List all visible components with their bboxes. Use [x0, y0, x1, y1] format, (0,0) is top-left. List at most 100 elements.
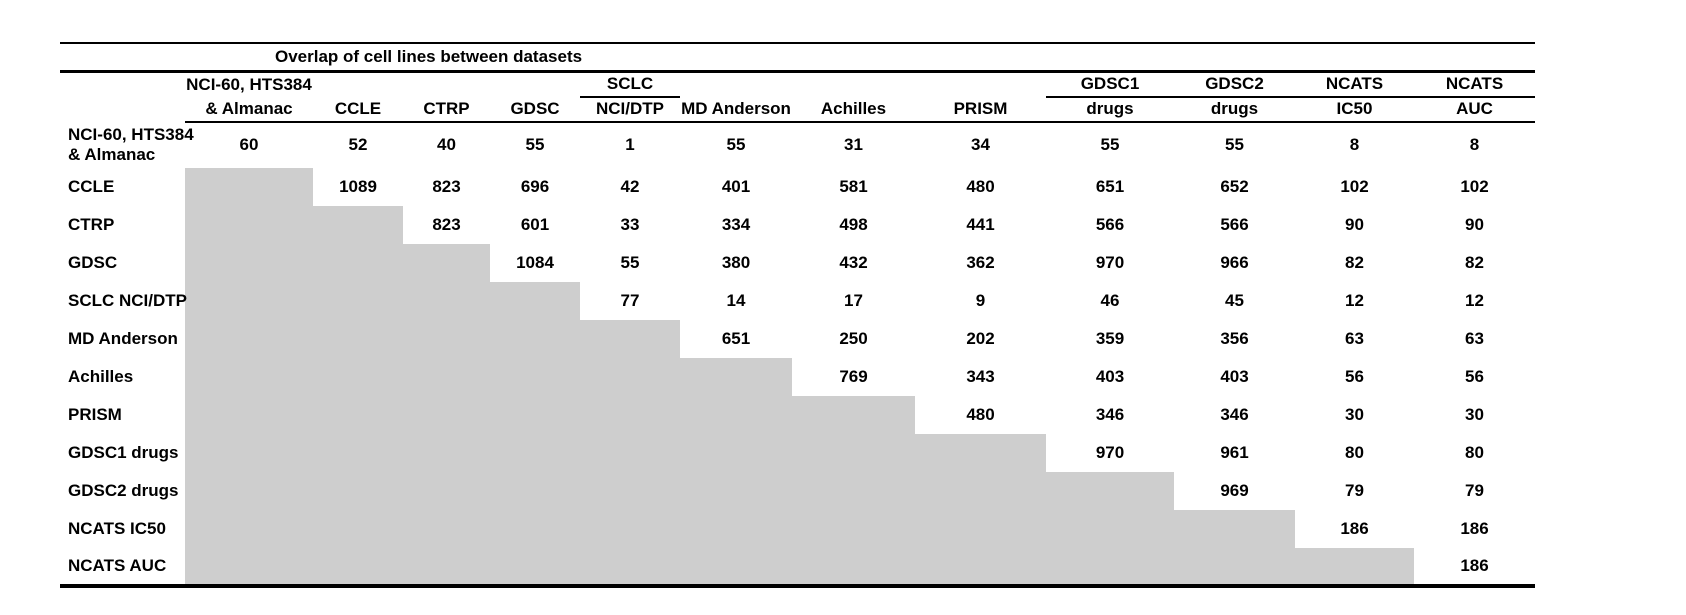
column-header-md-anderson-6: MD Anderson: [680, 96, 792, 123]
value-cell: 823: [432, 176, 461, 196]
value-cell: 769: [839, 366, 868, 386]
column-header-ccle-2: CCLE: [313, 96, 403, 123]
value-cell: 441: [966, 214, 995, 234]
value-cell: 970: [1095, 442, 1125, 462]
row-header-ncats-auc: NCATS AUC: [60, 547, 185, 588]
row-header-gdsc: GDSC: [68, 252, 118, 272]
shaded-cell: [313, 205, 403, 244]
shaded-cell: [403, 547, 490, 588]
value-cell: 186: [1414, 547, 1536, 588]
group-header-ncats: NCATS: [1414, 71, 1536, 98]
shaded-cell: [313, 547, 403, 588]
value-cell: 186: [1460, 518, 1489, 538]
shaded-cell: [1174, 547, 1295, 588]
shaded-cell: [185, 167, 313, 206]
table-title: Overlap of cell lines between datasets: [60, 42, 1536, 73]
shaded-cell: [680, 433, 792, 472]
value-cell: 79: [1465, 480, 1484, 500]
value-cell: 52: [348, 135, 368, 155]
row-header-ctrp: CTRP: [68, 214, 115, 234]
shaded-cell: [403, 319, 490, 358]
column-header-achilles-7: Achilles: [792, 96, 915, 123]
row-header-prism: PRISM: [68, 404, 122, 424]
value-cell: 343: [966, 366, 995, 386]
value-cell: 102: [1340, 176, 1369, 196]
row-header-sclc-nci-dtp: SCLC NCI/DTP: [68, 290, 187, 310]
value-cell: 77: [620, 290, 640, 310]
value-cell: 17: [844, 290, 863, 310]
shaded-cell: [313, 509, 403, 548]
value-cell: 102: [1460, 176, 1489, 196]
shaded-cell: [1046, 509, 1174, 548]
shaded-cell: [313, 243, 403, 282]
shaded-cell: [403, 433, 490, 472]
shaded-cell: [580, 395, 680, 434]
value-cell: 63: [1345, 328, 1364, 348]
value-cell: 202: [966, 328, 995, 348]
value-cell: 31: [844, 135, 863, 155]
shaded-cell: [185, 319, 313, 358]
value-cell: 380: [721, 252, 751, 272]
row-header-ccle: CCLE: [68, 176, 115, 196]
table-row-ncats-ic50: NCATS IC50 186 186: [60, 509, 1535, 548]
value-cell: 56: [1465, 366, 1484, 386]
value-cell: 55: [726, 135, 746, 155]
value-cell: 652: [1220, 176, 1249, 196]
shaded-cell: [185, 509, 313, 548]
table-row-sclc-nci-dtp: SCLC NCI/DTP 77 14 17 9 46 45 12 12: [60, 281, 1535, 320]
row-header-achilles: Achilles: [68, 366, 134, 386]
value-cell: 356: [1220, 328, 1249, 348]
row-header-md-anderson: MD Anderson: [68, 328, 178, 348]
shaded-cell: [915, 433, 1046, 472]
value-cell: 334: [721, 214, 751, 234]
column-header-drugs-10: drugs: [1174, 96, 1295, 123]
column-header-gdsc-4: GDSC: [490, 96, 580, 123]
shaded-cell: [792, 433, 915, 472]
value-cell: 55: [620, 252, 640, 272]
value-cell: 250: [839, 328, 868, 348]
row-header-nci-60-hts384: NCI-60, HTS384 & Almanac: [68, 124, 194, 164]
value-cell: 56: [1345, 366, 1364, 386]
value-cell: 82: [1465, 252, 1484, 272]
shaded-cell: [185, 395, 313, 434]
value-cell: 566: [1220, 214, 1249, 234]
value-cell: 40: [437, 135, 456, 155]
shaded-cell: [580, 433, 680, 472]
shaded-cell: [1046, 471, 1174, 510]
shaded-cell: [403, 471, 490, 510]
value-cell: 90: [1465, 214, 1484, 234]
shaded-cell: [490, 357, 580, 396]
column-header-ctrp-3: CTRP: [403, 96, 490, 123]
value-cell: 1084: [516, 252, 554, 272]
value-cell: 1089: [339, 176, 377, 196]
table-row-gdsc: GDSC 1084 55 380 432 362 970 966 82 82: [60, 243, 1535, 282]
shaded-cell: [580, 357, 680, 396]
shaded-cell: [490, 395, 580, 434]
group-header-blank: [915, 72, 1046, 97]
column-header-prism-8: PRISM: [915, 96, 1046, 123]
value-cell: 79: [1345, 480, 1364, 500]
overlap-table: Overlap of cell lines between datasets N…: [60, 42, 1536, 588]
value-cell: 12: [1345, 290, 1364, 310]
shaded-cell: [185, 243, 313, 282]
shaded-cell: [915, 509, 1046, 548]
shaded-cell: [403, 243, 490, 282]
value-cell: 30: [1465, 404, 1484, 424]
value-cell: 651: [721, 328, 751, 348]
value-cell: 581: [839, 176, 868, 196]
shaded-cell: [915, 547, 1046, 588]
column-header-nci-dtp-5: NCI/DTP: [580, 96, 680, 123]
shaded-cell: [313, 471, 403, 510]
shaded-cell: [185, 357, 313, 396]
shaded-cell: [680, 509, 792, 548]
value-cell: 9: [975, 290, 986, 310]
value-cell: 480: [966, 404, 995, 424]
group-header-sclc: SCLC: [580, 71, 680, 98]
column-header-drugs-9: drugs: [1046, 96, 1174, 123]
shaded-cell: [580, 547, 680, 588]
value-cell: 498: [839, 214, 868, 234]
table-row-prism: PRISM 480 346 346 30 30: [60, 395, 1535, 434]
value-cell: 403: [1095, 366, 1125, 386]
group-header-gdsc2: GDSC2: [1174, 71, 1295, 98]
